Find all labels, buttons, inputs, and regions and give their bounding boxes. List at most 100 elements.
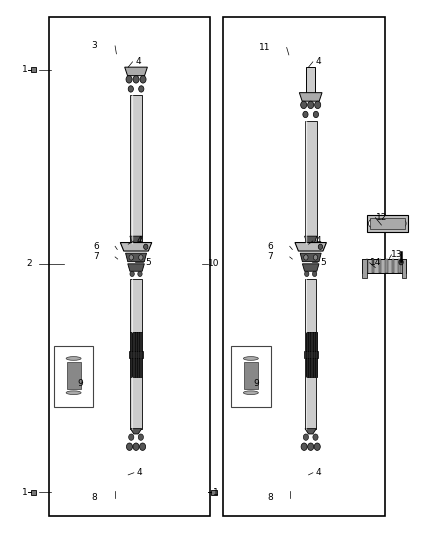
Text: 4: 4 xyxy=(316,237,321,246)
Text: 1: 1 xyxy=(22,488,28,497)
Bar xyxy=(49,17,210,516)
Circle shape xyxy=(368,220,374,227)
Bar xyxy=(130,95,142,243)
Bar xyxy=(130,332,142,377)
Text: 14: 14 xyxy=(370,259,381,267)
Bar xyxy=(211,490,217,495)
Polygon shape xyxy=(304,236,317,247)
Text: 2: 2 xyxy=(26,260,32,268)
Text: 8: 8 xyxy=(268,493,273,502)
Polygon shape xyxy=(120,243,152,251)
Bar xyxy=(385,260,388,273)
Polygon shape xyxy=(126,253,147,262)
Polygon shape xyxy=(125,67,148,76)
Bar xyxy=(67,362,81,389)
Circle shape xyxy=(304,255,308,260)
Bar xyxy=(402,260,406,278)
Circle shape xyxy=(400,220,406,227)
Circle shape xyxy=(138,271,142,277)
Polygon shape xyxy=(300,253,321,262)
Bar xyxy=(129,351,143,358)
Text: 11: 11 xyxy=(259,43,271,52)
Circle shape xyxy=(128,86,134,92)
Bar xyxy=(362,260,406,273)
Ellipse shape xyxy=(66,357,81,360)
Circle shape xyxy=(318,244,323,249)
Bar xyxy=(305,279,316,332)
Bar xyxy=(399,260,401,273)
Circle shape xyxy=(139,255,143,260)
Circle shape xyxy=(130,271,134,277)
Circle shape xyxy=(303,434,308,440)
Polygon shape xyxy=(305,429,316,434)
Bar xyxy=(370,218,405,229)
Bar xyxy=(231,346,271,407)
Text: 6: 6 xyxy=(268,242,273,251)
Circle shape xyxy=(127,443,133,450)
Circle shape xyxy=(140,443,146,450)
Circle shape xyxy=(307,101,314,109)
Text: 8: 8 xyxy=(92,493,97,502)
Circle shape xyxy=(129,434,134,440)
Bar xyxy=(366,260,368,273)
Bar xyxy=(392,260,394,273)
Text: 1: 1 xyxy=(22,66,28,74)
Bar xyxy=(54,346,93,407)
Bar xyxy=(131,279,142,332)
Circle shape xyxy=(126,76,132,83)
Circle shape xyxy=(312,271,317,277)
Text: 1: 1 xyxy=(212,488,219,497)
Bar xyxy=(372,260,374,273)
Ellipse shape xyxy=(66,391,81,394)
Polygon shape xyxy=(128,264,145,271)
Circle shape xyxy=(138,434,144,440)
Text: 9: 9 xyxy=(253,379,259,388)
Circle shape xyxy=(144,244,148,249)
Text: 6: 6 xyxy=(93,242,99,251)
Bar xyxy=(131,377,142,429)
Circle shape xyxy=(314,101,321,109)
Text: 5: 5 xyxy=(320,258,326,266)
Text: 7: 7 xyxy=(268,253,273,261)
Circle shape xyxy=(133,443,139,450)
Circle shape xyxy=(303,111,308,118)
Circle shape xyxy=(301,443,307,450)
Circle shape xyxy=(139,86,144,92)
Bar xyxy=(304,332,317,377)
Circle shape xyxy=(399,260,403,265)
Circle shape xyxy=(129,255,134,260)
Circle shape xyxy=(314,443,320,450)
Bar xyxy=(31,67,36,72)
Text: 9: 9 xyxy=(77,379,83,388)
Bar xyxy=(304,351,318,358)
Text: 4: 4 xyxy=(137,237,142,246)
Circle shape xyxy=(313,434,318,440)
Polygon shape xyxy=(295,243,326,251)
Bar xyxy=(31,490,36,495)
Text: 4: 4 xyxy=(316,58,321,66)
Ellipse shape xyxy=(244,391,258,394)
Polygon shape xyxy=(130,236,142,247)
Circle shape xyxy=(133,76,139,83)
Text: 4: 4 xyxy=(137,469,142,477)
Text: 4: 4 xyxy=(316,469,321,477)
Bar xyxy=(305,377,316,429)
Polygon shape xyxy=(131,429,142,434)
Bar xyxy=(304,121,317,243)
Polygon shape xyxy=(299,93,322,101)
Text: 13: 13 xyxy=(392,251,403,260)
Polygon shape xyxy=(306,67,315,93)
Text: 7: 7 xyxy=(93,253,99,261)
Bar xyxy=(367,215,408,232)
Text: 3: 3 xyxy=(92,42,97,51)
Circle shape xyxy=(313,111,318,118)
Circle shape xyxy=(313,255,318,260)
Text: 10: 10 xyxy=(208,260,219,268)
Bar xyxy=(223,17,385,516)
Ellipse shape xyxy=(244,357,258,360)
Bar xyxy=(244,362,258,389)
Text: 4: 4 xyxy=(135,58,141,66)
Circle shape xyxy=(304,271,309,277)
Circle shape xyxy=(140,76,146,83)
Polygon shape xyxy=(302,264,319,271)
